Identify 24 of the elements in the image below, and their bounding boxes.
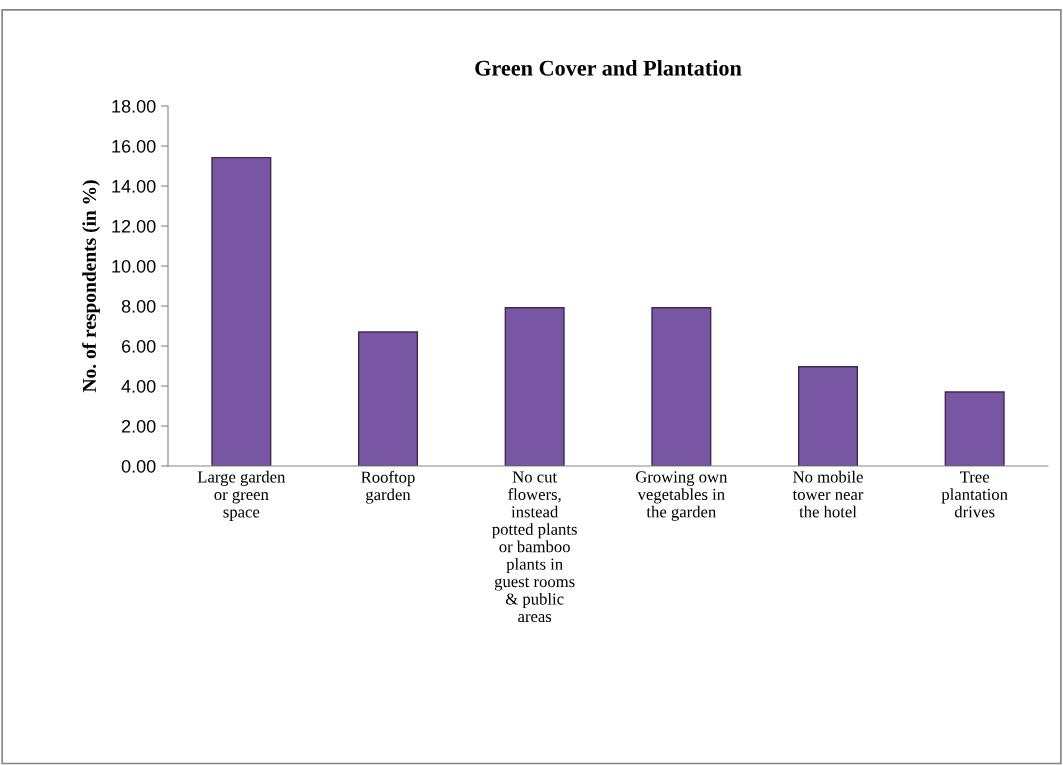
y-tick-label: 12.00: [112, 219, 156, 233]
x-tick-label: Large garden or green space: [197, 470, 286, 521]
bar: [797, 366, 859, 466]
bar: [944, 391, 1005, 466]
y-tick-label: 0.00: [121, 459, 156, 473]
y-tick-label: 16.00: [112, 139, 156, 153]
y-tick-label: 2.00: [121, 419, 156, 433]
x-tick-label: Tree plantation drives: [941, 471, 1008, 518]
bar: [651, 307, 712, 466]
y-tick-label: 8.00: [121, 299, 156, 313]
y-tick-label: 4.00: [121, 379, 156, 393]
x-tick-label: Rooftop garden: [361, 470, 415, 504]
x-tick-label: Growing own vegetables in the garden: [635, 471, 728, 521]
y-axis-title: No. of respondents (in %): [82, 180, 100, 393]
bar: [357, 331, 419, 466]
y-tick-label: 10.00: [112, 259, 156, 273]
chart-title: Green Cover and Plantation: [475, 60, 742, 76]
bar: [504, 307, 565, 466]
category-label: No cut flowers, instead potted plants or bamboo plants in guest rooms & public areas: [492, 471, 577, 623]
x-tick-label: No mobile tower near the hotel: [792, 470, 864, 518]
y-tick-label: 18.00: [112, 99, 156, 113]
y-tick-label: 6.00: [121, 339, 156, 353]
y-tick-label: 14.00: [112, 179, 156, 193]
bar: [211, 156, 272, 466]
